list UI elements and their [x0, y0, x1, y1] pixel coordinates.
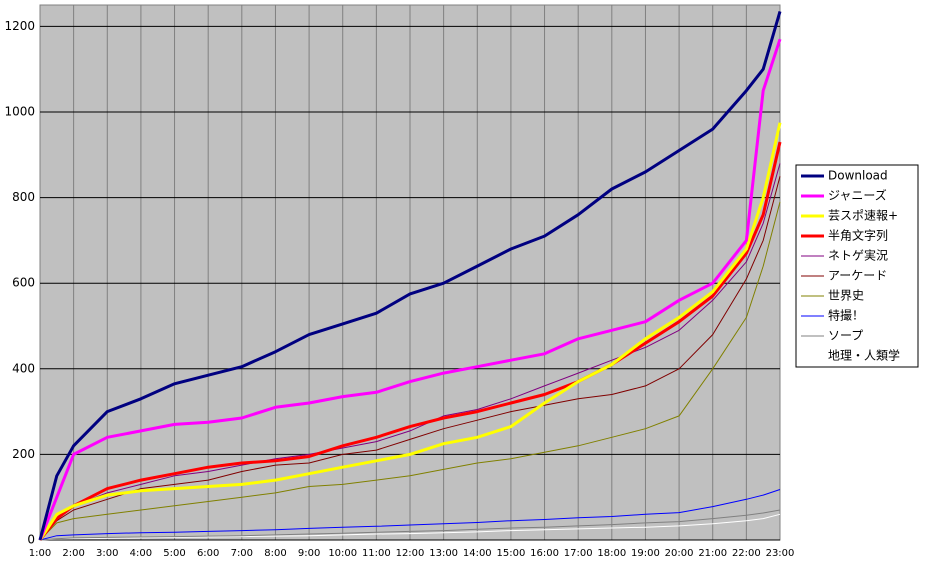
x-tick-label: 11:00 [362, 548, 391, 559]
x-tick-label: 15:00 [496, 548, 525, 559]
legend-label: ジャニーズ [828, 188, 887, 203]
series-line [39, 176, 781, 541]
legend-label: 地理・人類学 [828, 348, 900, 363]
legend-label: 世界史 [828, 289, 864, 303]
series-line [39, 513, 781, 541]
x-tick-label: 20:00 [665, 548, 694, 559]
x-tick-label: 22:00 [732, 548, 761, 559]
x-tick-label: 19:00 [631, 548, 660, 559]
x-tick-label: 2:00 [62, 548, 84, 559]
series-line [39, 163, 781, 541]
x-tick-label: 5:00 [163, 548, 185, 559]
y-tick-label: 800 [12, 190, 35, 204]
x-tick-label: 14:00 [463, 548, 492, 559]
x-tick-label: 3:00 [96, 548, 118, 559]
x-tick-label: 10:00 [328, 548, 357, 559]
series-line [38, 38, 782, 541]
x-tick-label: 18:00 [597, 548, 626, 559]
y-tick-label: 600 [12, 276, 35, 290]
series-line [39, 509, 781, 541]
y-tick-label: 1200 [4, 19, 35, 33]
x-tick-label: 13:00 [429, 548, 458, 559]
legend-label: ソープ [828, 329, 863, 343]
legend-box [795, 164, 919, 368]
x-tick-label: 4:00 [130, 548, 152, 559]
series-line [38, 141, 782, 541]
y-tick-label: 1000 [4, 105, 35, 119]
series-line [38, 122, 782, 541]
x-tick-label: 16:00 [530, 548, 559, 559]
legend-label: ネトゲ実況 [828, 248, 888, 263]
x-tick-label: 1:00 [29, 548, 51, 559]
y-tick-label: 200 [12, 447, 35, 461]
x-tick-label: 8:00 [264, 548, 286, 559]
y-tick-label: 0 [27, 533, 35, 547]
x-tick-label: 12:00 [396, 548, 425, 559]
series-line [38, 10, 782, 541]
legend-label: Download [828, 169, 888, 183]
legend-label: 特撮！ [828, 308, 864, 323]
legend-label: アーケード [828, 269, 887, 283]
x-tick-label: 6:00 [197, 548, 219, 559]
x-tick-label: 7:00 [231, 548, 253, 559]
series-line [39, 201, 781, 541]
x-tick-label: 17:00 [564, 548, 593, 559]
legend-label: 半角文字列 [828, 228, 888, 243]
x-tick-label: 21:00 [698, 548, 727, 559]
x-tick-label: 9:00 [298, 548, 320, 559]
series-line [39, 489, 781, 541]
y-tick-label: 400 [12, 361, 35, 375]
x-tick-label: 23:00 [766, 548, 795, 559]
legend-label: 芸スポ速報+ [828, 209, 898, 223]
